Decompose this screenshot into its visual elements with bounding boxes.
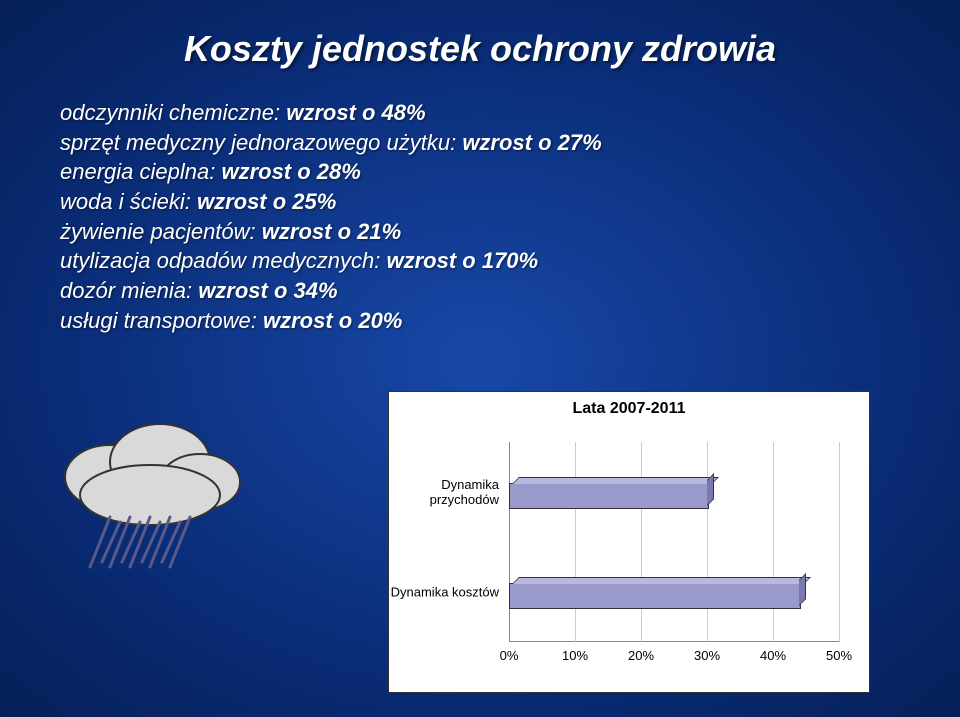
- chart-plot-area: 0%10%20%30%40%50%Dynamika przychodówDyna…: [509, 442, 839, 642]
- line-bold: wzrost o 48%: [286, 100, 425, 125]
- line-prefix: usługi transportowe:: [60, 308, 263, 333]
- line-bold: wzrost o 21%: [262, 219, 401, 244]
- line-bold: wzrost o 25%: [197, 189, 336, 214]
- slide: Koszty jednostek ochrony zdrowia odczynn…: [0, 0, 960, 717]
- gridline: [641, 442, 642, 642]
- line-bold: wzrost o 27%: [462, 130, 601, 155]
- cost-line: energia cieplna: wzrost o 28%: [60, 157, 900, 187]
- x-tick-label: 30%: [694, 648, 720, 663]
- line-prefix: utylizacja odpadów medycznych:: [60, 248, 387, 273]
- cost-line: odczynniki chemiczne: wzrost o 48%: [60, 98, 900, 128]
- line-prefix: sprzęt medyczny jednorazowego użytku:: [60, 130, 462, 155]
- y-category-label: Dynamika kosztów: [389, 585, 499, 600]
- x-tick-label: 40%: [760, 648, 786, 663]
- line-prefix: energia cieplna:: [60, 159, 221, 184]
- cost-line: dozór mienia: wzrost o 34%: [60, 276, 900, 306]
- gridline: [575, 442, 576, 642]
- gridline: [839, 442, 840, 642]
- x-tick-label: 50%: [826, 648, 852, 663]
- x-tick-label: 20%: [628, 648, 654, 663]
- line-bold: wzrost o 170%: [387, 248, 539, 273]
- line-bold: wzrost o 20%: [263, 308, 402, 333]
- body-text: odczynniki chemiczne: wzrost o 48% sprzę…: [60, 98, 900, 336]
- chart-title: Lata 2007-2011: [389, 400, 869, 418]
- cost-line: usługi transportowe: wzrost o 20%: [60, 306, 900, 336]
- line-prefix: dozór mienia:: [60, 278, 198, 303]
- line-prefix: żywienie pacjentów:: [60, 219, 262, 244]
- y-axis: [509, 442, 510, 642]
- x-tick-label: 10%: [562, 648, 588, 663]
- x-axis: [509, 641, 839, 642]
- storm-cloud-icon: [40, 407, 260, 587]
- cost-line: sprzęt medyczny jednorazowego użytku: wz…: [60, 128, 900, 158]
- bar-chart: Lata 2007-2011 0%10%20%30%40%50%Dynamika…: [388, 391, 870, 693]
- line-prefix: odczynniki chemiczne:: [60, 100, 286, 125]
- x-tick-label: 0%: [500, 648, 519, 663]
- line-bold: wzrost o 28%: [221, 159, 360, 184]
- gridline: [707, 442, 708, 642]
- line-prefix: woda i ścieki:: [60, 189, 197, 214]
- cost-line: utylizacja odpadów medycznych: wzrost o …: [60, 246, 900, 276]
- line-bold: wzrost o 34%: [198, 278, 337, 303]
- gridline: [773, 442, 774, 642]
- page-title: Koszty jednostek ochrony zdrowia: [60, 28, 900, 70]
- cost-line: żywienie pacjentów: wzrost o 21%: [60, 217, 900, 247]
- y-category-label: Dynamika przychodów: [389, 477, 499, 507]
- cost-line: woda i ścieki: wzrost o 25%: [60, 187, 900, 217]
